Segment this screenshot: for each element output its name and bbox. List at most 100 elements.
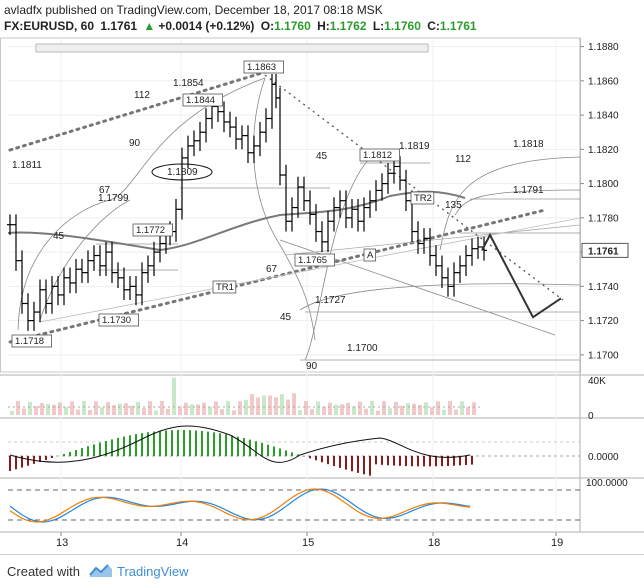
volume-bar <box>28 401 32 415</box>
fib-ratio-label: 45 <box>316 151 328 162</box>
fib-ratio-label: 135 <box>445 200 462 211</box>
volume-bar <box>418 405 422 415</box>
time-axis[interactable]: 13 14 15 18 19 <box>56 532 563 549</box>
volume-bar <box>196 404 200 415</box>
y-tick-label: 1.1860 <box>588 76 619 87</box>
created-with-text: Created with <box>7 564 80 579</box>
volume-bar <box>412 403 416 415</box>
volume-bar <box>130 405 134 415</box>
fib-arc <box>17 77 266 331</box>
trend-label-tr1-box <box>212 280 237 294</box>
fib-ratio-label: 90 <box>129 138 141 149</box>
volume-bar <box>370 401 374 415</box>
volume-bar <box>382 401 386 415</box>
publish-line: avladfx published on TradingView.com, De… <box>4 2 640 18</box>
volume-bar <box>364 408 368 415</box>
volume-bar <box>226 401 230 415</box>
level-label-box <box>359 148 400 162</box>
fib-ratio-label: 90 <box>306 361 318 372</box>
volume-bar <box>256 397 260 415</box>
volume-bottom-label: 0 <box>588 411 594 422</box>
fib-arc <box>454 189 581 216</box>
volume-bar <box>106 402 110 415</box>
fib-arc <box>39 199 131 321</box>
y-tick-label: 1.1840 <box>588 111 619 122</box>
current-price-label: 1.1761 <box>588 246 619 257</box>
ohlc-line: FX:EURUSD, 60 1.1761 ▲ +0.0014 (+0.12%) O… <box>4 18 640 34</box>
level-label: 1.1812 <box>363 150 392 161</box>
y-tick-label: 1.1700 <box>588 350 619 361</box>
volume-bar <box>16 401 20 415</box>
x-tick-label: 14 <box>176 537 188 549</box>
y-tick-label: 1.1780 <box>588 213 619 224</box>
volume-bar <box>118 403 122 415</box>
x-tick-label: 19 <box>551 537 563 549</box>
volume-bar <box>40 403 44 415</box>
level-label: 1.1799 <box>98 193 129 204</box>
price-change: +0.0014 (+0.12%) <box>158 19 255 33</box>
volume-bar <box>124 403 128 415</box>
y-tick-label: 1.1820 <box>588 145 619 156</box>
author-name[interactable]: avladfx <box>4 3 43 17</box>
volume-bar <box>148 401 152 415</box>
level-label: 1.1854 <box>173 78 204 89</box>
high-value: 1.1762 <box>329 19 367 33</box>
fib-arc <box>439 156 581 251</box>
stoch-top-label: 100.0000 <box>586 478 628 489</box>
chart-canvas[interactable]: 1.1811 1.1799 1.1772 1.1730 1.1718 1.1863 1.18… <box>0 0 644 555</box>
volume-bar <box>208 406 212 415</box>
upper-dotted-trendline <box>8 70 267 152</box>
level-label-box <box>98 313 139 327</box>
volume-bar <box>160 401 164 415</box>
level-label: 1.1863 <box>247 62 276 73</box>
level-label: 1.1844 <box>186 95 215 106</box>
volume-bar <box>238 401 242 415</box>
fib-ratio-label: 67 <box>99 185 111 196</box>
volume-bar <box>202 402 206 415</box>
projection-path <box>481 232 562 319</box>
high-label: H: <box>317 19 330 33</box>
volume-bar <box>442 409 446 415</box>
fib-ratio-label: 112 <box>455 154 471 165</box>
volume-bar <box>52 404 56 415</box>
volume-bar <box>136 401 140 415</box>
volume-bar <box>394 401 398 415</box>
level-label: 1.1700 <box>347 343 378 354</box>
volume-bar <box>232 410 236 415</box>
descending-dotted-line <box>264 74 564 301</box>
price-axis[interactable]: 1.1880 1.1860 1.1840 1.1820 1.1800 1.1780 1.17… <box>580 42 629 361</box>
up-arrow-icon: ▲ <box>143 19 156 33</box>
volume-bar <box>220 409 224 415</box>
open-value: 1.1760 <box>274 19 311 33</box>
level-label: 1.1819 <box>399 141 430 152</box>
volume-bar <box>430 407 434 415</box>
macd-zero-label: 0.0000 <box>588 452 619 463</box>
symbol-label[interactable]: FX:EURUSD, 60 <box>4 19 95 33</box>
volume-bar <box>472 402 476 415</box>
level-label: 1.1772 <box>136 225 165 236</box>
close-label: C: <box>427 19 440 33</box>
volume-bar <box>322 406 326 415</box>
volume-bar <box>172 377 176 415</box>
volume-bar <box>274 397 278 415</box>
stoch-d-line <box>9 488 471 523</box>
volume-bar <box>46 404 50 415</box>
tradingview-brand-link[interactable]: TradingView <box>117 564 189 579</box>
volume-bar <box>10 411 14 415</box>
level-label-box <box>182 93 223 107</box>
volume-bar <box>292 393 296 415</box>
footer: Created with TradingView <box>0 554 644 588</box>
level-label: 1.1727 <box>315 295 346 306</box>
low-value: 1.1760 <box>384 19 421 33</box>
volume-top-label: 40K <box>588 376 606 387</box>
volume-bar <box>358 401 362 415</box>
stochastic-pane: 100.0000 <box>8 478 628 523</box>
volume-bar <box>376 410 380 415</box>
volume-bar <box>22 408 26 415</box>
fib-ratio-label: 67 <box>266 264 278 275</box>
volume-bar <box>214 401 218 415</box>
trend-label-tr2: TR2 <box>414 193 432 204</box>
y-tick-label: 1.1800 <box>588 179 619 190</box>
volume-bar <box>154 410 158 415</box>
x-tick-label: 15 <box>302 537 314 549</box>
